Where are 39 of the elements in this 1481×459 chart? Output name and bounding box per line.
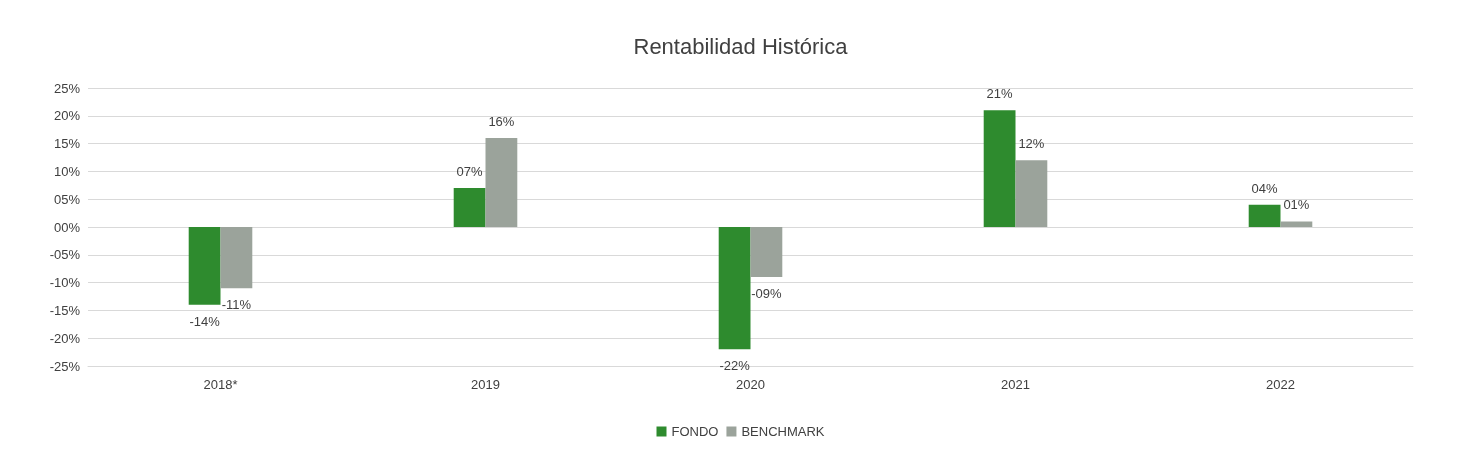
data-label: 01% xyxy=(1283,197,1310,213)
chart-title: Rentabilidad Histórica xyxy=(633,33,849,59)
x-tick-label: 2019 xyxy=(471,377,500,392)
y-tick-label: -05% xyxy=(49,247,81,263)
y-tick-label: 25% xyxy=(53,80,81,96)
data-label: 16% xyxy=(488,114,515,130)
bar xyxy=(718,227,751,350)
data-label: 12% xyxy=(1018,136,1045,152)
bar xyxy=(750,227,783,278)
y-tick-label: -20% xyxy=(49,330,81,346)
y-tick-label: 05% xyxy=(53,191,81,207)
data-label: 04% xyxy=(1251,180,1279,196)
y-tick-label: -10% xyxy=(49,275,81,291)
bar xyxy=(983,110,1016,227)
y-tick-label: 15% xyxy=(53,136,81,152)
y-tick-label: 10% xyxy=(53,163,81,179)
bar xyxy=(1015,160,1048,227)
bar xyxy=(220,227,253,289)
data-label: -11% xyxy=(221,297,252,313)
data-label: -14% xyxy=(189,313,221,329)
y-tick-label: -15% xyxy=(49,302,81,318)
legend-label: BENCHMARK xyxy=(741,424,825,439)
y-tick-label: 00% xyxy=(53,219,81,235)
data-label: -09% xyxy=(751,286,783,302)
y-tick-label: 20% xyxy=(53,108,81,124)
x-tick-label: 2018* xyxy=(203,377,238,392)
data-label: 21% xyxy=(986,86,1014,102)
bar xyxy=(188,227,221,305)
bar xyxy=(1280,221,1313,227)
x-tick-label: 2021 xyxy=(1001,377,1030,392)
x-tick-label: 2022 xyxy=(1266,377,1295,392)
data-label: 07% xyxy=(456,164,484,180)
bar xyxy=(485,138,518,227)
bar xyxy=(453,188,486,227)
x-tick-label: 2020 xyxy=(736,377,765,392)
legend-label: FONDO xyxy=(671,424,719,439)
y-tick-label: -25% xyxy=(49,358,81,374)
data-label: -22% xyxy=(719,358,751,374)
bar xyxy=(1248,204,1281,227)
